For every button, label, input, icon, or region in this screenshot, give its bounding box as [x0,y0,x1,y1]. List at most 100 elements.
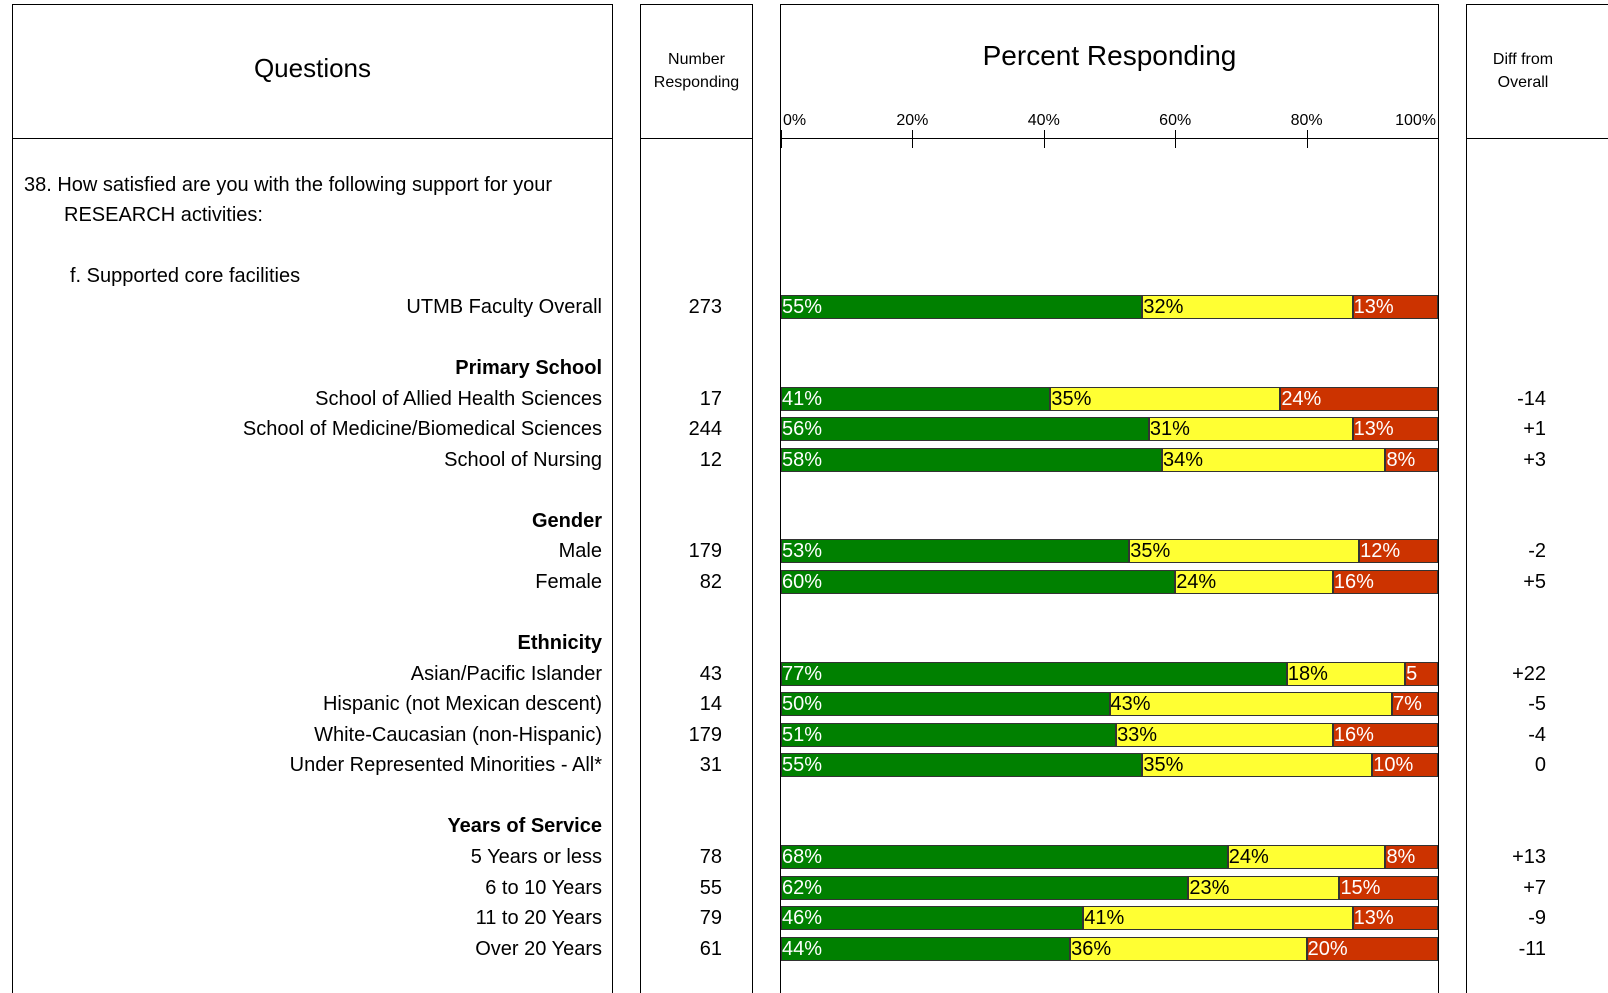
group-heading: Ethnicity [517,632,602,654]
x-tick-label: 80% [1290,112,1323,129]
diff-from-overall: 0 [1534,754,1546,777]
value-label: 24% [1176,571,1217,593]
row-label: Under Represented Minorities - All* [289,754,602,777]
diff-from-overall: +5 [1523,571,1546,593]
value-label: 55% [782,754,823,777]
x-tick [1306,130,1308,148]
diff-from-overall: -2 [1528,540,1546,563]
x-tick [781,130,782,148]
value-label: 35% [1051,387,1092,410]
row-label: Hispanic (not Mexican descent) [322,693,602,716]
bar-segment [1083,906,1353,931]
diff-from-overall: -11 [1518,937,1546,960]
questions-header-text: Questions [253,53,372,83]
row-label: 6 to 10 Years [485,876,602,899]
diff-from-overall: +22 [1512,662,1546,685]
diff-header-text: Diff from Overall [1492,51,1554,91]
value-label: 34% [1163,448,1204,471]
value-label: 35% [1130,540,1171,563]
value-label: 44% [782,937,823,960]
number-header [640,4,753,139]
bar-segment [781,661,1287,686]
value-label: 36% [1071,937,1112,960]
value-label: 41% [1084,907,1125,930]
number-responding: 82 [699,571,722,593]
number-responding: 61 [699,937,722,960]
x-tick [912,130,914,148]
sub-question: f. Supported core facilities [70,265,301,287]
value-label: 8% [1386,846,1416,868]
bar-segment [781,875,1189,900]
diff-from-overall: +3 [1523,448,1546,471]
bar-segment [1142,753,1373,778]
value-label: 13% [1353,296,1394,318]
value-label: 24% [1281,387,1322,410]
diff-from-overall: +1 [1523,418,1546,441]
diff-from-overall: -5 [1528,693,1546,716]
value-label: 43% [1110,693,1151,716]
x-tick-label: 60% [1159,112,1192,129]
value-label: 60% [782,571,823,593]
bar-segment [1148,417,1353,442]
bar-segment [1050,386,1281,411]
x-tick [1438,130,1439,148]
value-label: 23% [1189,876,1230,899]
bar-segment [781,570,1176,594]
value-label: 35% [1143,754,1184,777]
value-label: 24% [1228,846,1269,868]
value-label: 41% [782,387,823,410]
diff-from-overall: -4 [1528,723,1546,746]
bar-segment [1070,936,1307,961]
bar-segment [1385,447,1438,472]
group-heading: Primary School [455,357,602,379]
bar-segment [1372,753,1438,778]
value-label: 68% [782,846,823,868]
bar-segment [1352,295,1438,319]
value-label: 10% [1373,754,1414,777]
diff-from-overall: -14 [1517,387,1546,410]
number-responding: 179 [688,723,722,746]
bar-segment [1286,661,1406,686]
bar-segment [1162,447,1386,472]
bar-segment [781,692,1110,717]
diff-header [1466,4,1608,139]
value-label: 16% [1333,571,1374,593]
bar-segment [1280,386,1438,411]
row-label: 5 Years or less [470,846,602,868]
number-responding: 78 [699,846,722,868]
value-label: 31% [1149,418,1190,441]
value-label: 46% [782,907,823,930]
row-label: Over 20 Years [475,937,602,960]
number-responding: 244 [688,418,722,441]
bar-segment [781,447,1163,472]
x-tick-label: 0% [783,112,807,129]
bar-segment [1359,539,1438,564]
x-tick-label: 40% [1027,112,1060,129]
value-label: 15% [1340,876,1381,899]
group-heading: Years of Service [447,815,602,838]
bar-segment [781,295,1143,319]
bar-segment [1142,295,1353,319]
bar-segment [1109,692,1392,717]
value-label: 20% [1307,937,1348,960]
questions-header [12,4,613,139]
row-label: Male [558,540,602,563]
row-label: 11 to 20 Years [475,907,602,930]
bar-segment [1385,845,1438,869]
bar-segment [1188,875,1340,900]
x-tick-label: 100% [1395,112,1436,129]
bar-segment [781,753,1143,778]
value-label: 53% [782,540,823,563]
value-label: 7% [1393,693,1422,716]
bar-segment [1392,692,1438,717]
value-label: 5 [1406,662,1418,685]
bar-segment [781,417,1149,442]
value-label: 32% [1143,296,1184,318]
bar-segment [1352,417,1438,442]
number-header-text: Number Responding [653,51,740,91]
x-tick [1175,130,1177,148]
number-responding: 31 [699,754,722,777]
value-label: 62% [782,876,823,899]
bar-segment [781,906,1084,931]
row-label: Female [535,571,602,593]
